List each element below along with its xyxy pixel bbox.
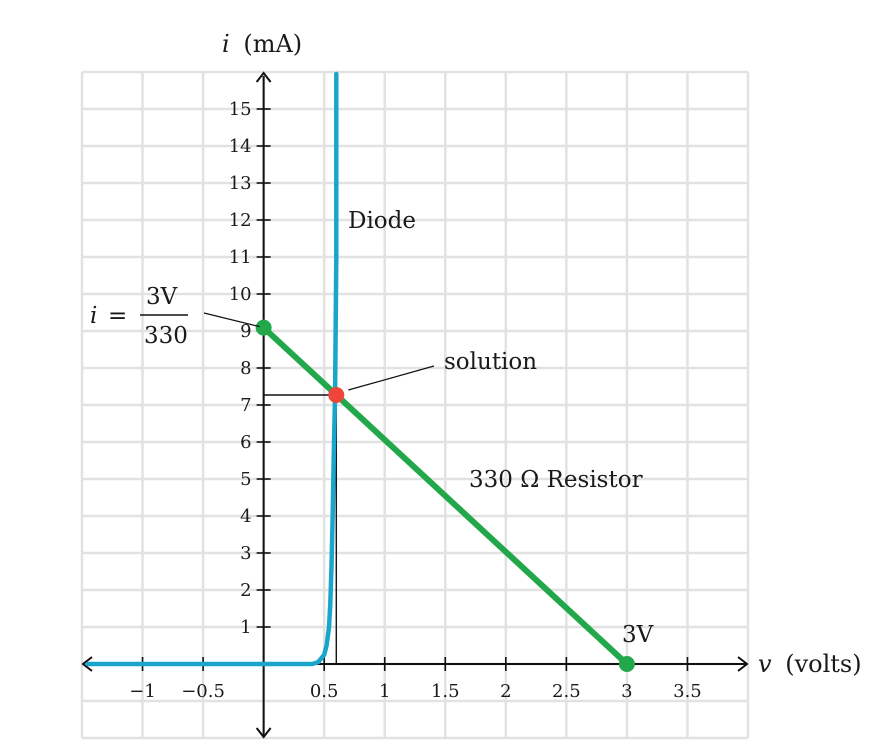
- points: [255, 319, 635, 672]
- x-tick-label: 1.5: [431, 681, 460, 702]
- y-tick-label: 11: [229, 247, 252, 268]
- solution-leader-line: [348, 365, 435, 391]
- y-axis-arrow-down: [255, 727, 272, 739]
- y-tick-label: 9: [240, 321, 251, 342]
- x-axis-arrow-left: [81, 656, 93, 672]
- x-axis-variable: v: [758, 650, 772, 678]
- solution-label: solution: [444, 349, 537, 375]
- point-3v: [618, 656, 635, 672]
- y-tick-label: 15: [229, 99, 252, 120]
- x-tick-label: −0.5: [181, 681, 225, 702]
- y-tick-label: 10: [229, 284, 252, 305]
- diode-label: Diode: [348, 208, 416, 234]
- y-axis-label: i (mA): [222, 30, 302, 58]
- x-tick-label: −1: [129, 681, 156, 702]
- x-tick-label: 2: [500, 681, 511, 702]
- y-tick-label: 14: [229, 136, 252, 157]
- grid: [80, 70, 750, 740]
- equation-numerator: 3V: [146, 284, 178, 310]
- x-tick-label: 3: [621, 681, 632, 702]
- y-axis-variable: i: [222, 30, 230, 58]
- intercept-equation: i = 3V 330: [90, 284, 188, 349]
- y-axis-arrow-up: [255, 71, 272, 83]
- equation-lhs: i: [90, 303, 97, 329]
- y-tick-label: 8: [240, 358, 251, 379]
- series-line-330-resistor: [260, 324, 630, 667]
- equation-leader-line: [203, 312, 260, 328]
- y-axis-unit: (mA): [243, 30, 302, 58]
- equation-equals: =: [108, 303, 127, 329]
- y-tick-label: 13: [229, 173, 252, 194]
- ticks: −1 −0.5 0.5 1 1.5 2 2.5 3 3.51234567891011121314…: [129, 99, 702, 702]
- y-tick-label: 1: [240, 617, 251, 638]
- x-tick-label: 2.5: [552, 681, 581, 702]
- x-tick-label: 0.5: [310, 681, 339, 702]
- y-tick-label: 2: [240, 580, 251, 601]
- point-y-intercept: [255, 319, 272, 336]
- equation-denominator: 330: [144, 323, 188, 349]
- x-axis-label: v (volts): [758, 650, 862, 678]
- x-tick-label: 1: [379, 681, 390, 702]
- point-solution: [328, 387, 345, 404]
- x-tick-label: 3.5: [673, 681, 702, 702]
- y-tick-label: 3: [240, 543, 251, 564]
- x-axis-arrow-right: [737, 656, 749, 672]
- y-tick-label: 4: [240, 506, 251, 527]
- source-voltage-label: 3V: [622, 622, 654, 648]
- y-tick-label: 7: [240, 395, 251, 416]
- x-axis-unit: (volts): [785, 650, 861, 678]
- y-tick-label: 5: [240, 469, 251, 490]
- y-tick-label: 12: [229, 210, 252, 231]
- leader-lines: [203, 312, 435, 391]
- resistor-label: 330 Ω Resistor: [469, 467, 643, 493]
- y-tick-label: 6: [240, 432, 251, 453]
